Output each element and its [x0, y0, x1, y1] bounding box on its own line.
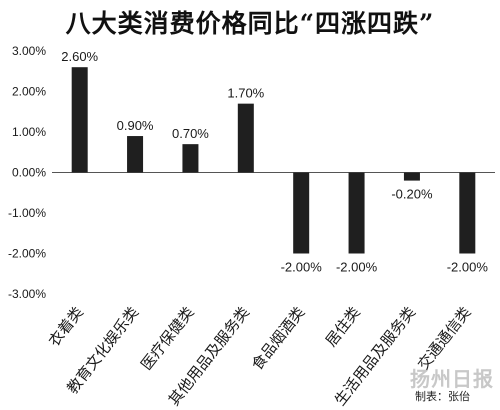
x-category-label: 居住类 — [322, 303, 364, 350]
data-label: 0.70% — [172, 126, 209, 141]
data-label: -2.00% — [336, 260, 378, 275]
data-label: -2.00% — [447, 260, 489, 275]
y-tick-label: 3.00% — [12, 44, 46, 58]
y-tick-label: 1.00% — [12, 125, 46, 139]
y-tick-label: -1.00% — [8, 206, 46, 220]
y-tick-label: 2.00% — [12, 85, 46, 99]
bar — [348, 172, 365, 254]
bar — [403, 172, 420, 181]
bar — [71, 67, 88, 173]
x-category-label: 食品烟酒类 — [248, 303, 308, 373]
data-label: 0.90% — [117, 118, 154, 133]
data-label: 1.70% — [227, 86, 264, 101]
bar — [182, 144, 199, 173]
credit-text: 制表：张佁 — [415, 391, 470, 403]
bar — [237, 103, 254, 173]
bar — [127, 136, 144, 173]
chart-title: 八大类消费价格同比“四涨四跌” — [65, 9, 435, 38]
y-tick-label: 0.00% — [12, 166, 46, 180]
data-label: -2.00% — [281, 260, 323, 275]
data-label: 2.60% — [61, 49, 98, 64]
y-tick-label: -2.00% — [8, 247, 46, 261]
y-tick-label: -3.00% — [8, 287, 46, 301]
bar — [459, 172, 476, 254]
watermark: 扬州日报 — [410, 367, 494, 391]
bar — [293, 172, 310, 254]
x-category-label: 医疗保健类 — [137, 303, 197, 373]
data-label: -0.20% — [391, 187, 433, 202]
x-category-label: 衣着类 — [45, 303, 87, 350]
